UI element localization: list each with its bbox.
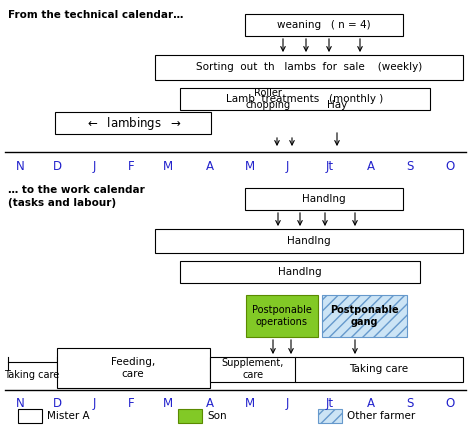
Text: D: D <box>52 397 62 410</box>
Text: N: N <box>16 160 24 173</box>
Bar <box>178 409 202 423</box>
Text: S: S <box>406 397 414 410</box>
Text: Other farmer: Other farmer <box>347 411 415 421</box>
Text: Son: Son <box>207 411 227 421</box>
Text: D: D <box>52 160 62 173</box>
Text: Lamb  treatments   (monthly ): Lamb treatments (monthly ) <box>227 94 383 104</box>
Text: Feeding,
care: Feeding, care <box>111 357 155 379</box>
Text: J: J <box>92 160 96 173</box>
Text: Mister A: Mister A <box>47 411 89 421</box>
Text: Sorting  out  th   lambs  for  sale    (weekly): Sorting out th lambs for sale (weekly) <box>196 62 422 72</box>
Text: M: M <box>245 397 255 410</box>
Text: M: M <box>163 160 173 173</box>
Bar <box>318 409 342 423</box>
Text: Hay: Hay <box>327 100 347 110</box>
Bar <box>245 14 403 36</box>
Bar <box>245 188 403 210</box>
Text: Jt: Jt <box>326 397 334 410</box>
Bar <box>57 348 210 388</box>
Text: S: S <box>406 160 414 173</box>
Text: $\leftarrow$  lambings  $\rightarrow$: $\leftarrow$ lambings $\rightarrow$ <box>85 114 181 132</box>
Text: A: A <box>206 397 214 410</box>
Bar <box>155 229 463 253</box>
Bar <box>295 357 463 382</box>
Text: F: F <box>128 160 134 173</box>
Text: HandIng: HandIng <box>278 267 322 277</box>
Text: HandIng: HandIng <box>302 194 346 204</box>
Bar <box>180 261 420 283</box>
Text: Supplement,
care: Supplement, care <box>222 358 284 380</box>
Text: A: A <box>206 160 214 173</box>
Text: A: A <box>367 397 375 410</box>
Text: weaning   ( n = 4): weaning ( n = 4) <box>277 20 371 30</box>
Bar <box>180 88 430 110</box>
Text: … to the work calendar
(tasks and labour): … to the work calendar (tasks and labour… <box>8 185 145 208</box>
Bar <box>18 409 42 423</box>
Text: O: O <box>446 160 455 173</box>
Text: M: M <box>245 160 255 173</box>
Bar <box>246 295 318 337</box>
Text: J: J <box>285 160 289 173</box>
Text: J: J <box>92 397 96 410</box>
Text: F: F <box>128 397 134 410</box>
Bar <box>55 112 211 134</box>
Bar <box>322 295 407 337</box>
Text: M: M <box>163 397 173 410</box>
Text: From the technical calendar…: From the technical calendar… <box>8 10 183 20</box>
Bar <box>155 55 463 80</box>
Text: HandIng: HandIng <box>287 236 331 246</box>
Text: A: A <box>367 160 375 173</box>
Text: Taking care: Taking care <box>4 370 60 380</box>
Text: Taking care: Taking care <box>349 364 408 374</box>
Bar <box>210 357 296 382</box>
Text: Postponable
gang: Postponable gang <box>330 305 398 327</box>
Text: J: J <box>285 397 289 410</box>
Text: O: O <box>446 397 455 410</box>
Text: Roller
chopping: Roller chopping <box>245 88 291 110</box>
Text: Postponable
operations: Postponable operations <box>252 305 312 327</box>
Text: N: N <box>16 397 24 410</box>
Text: Jt: Jt <box>326 160 334 173</box>
